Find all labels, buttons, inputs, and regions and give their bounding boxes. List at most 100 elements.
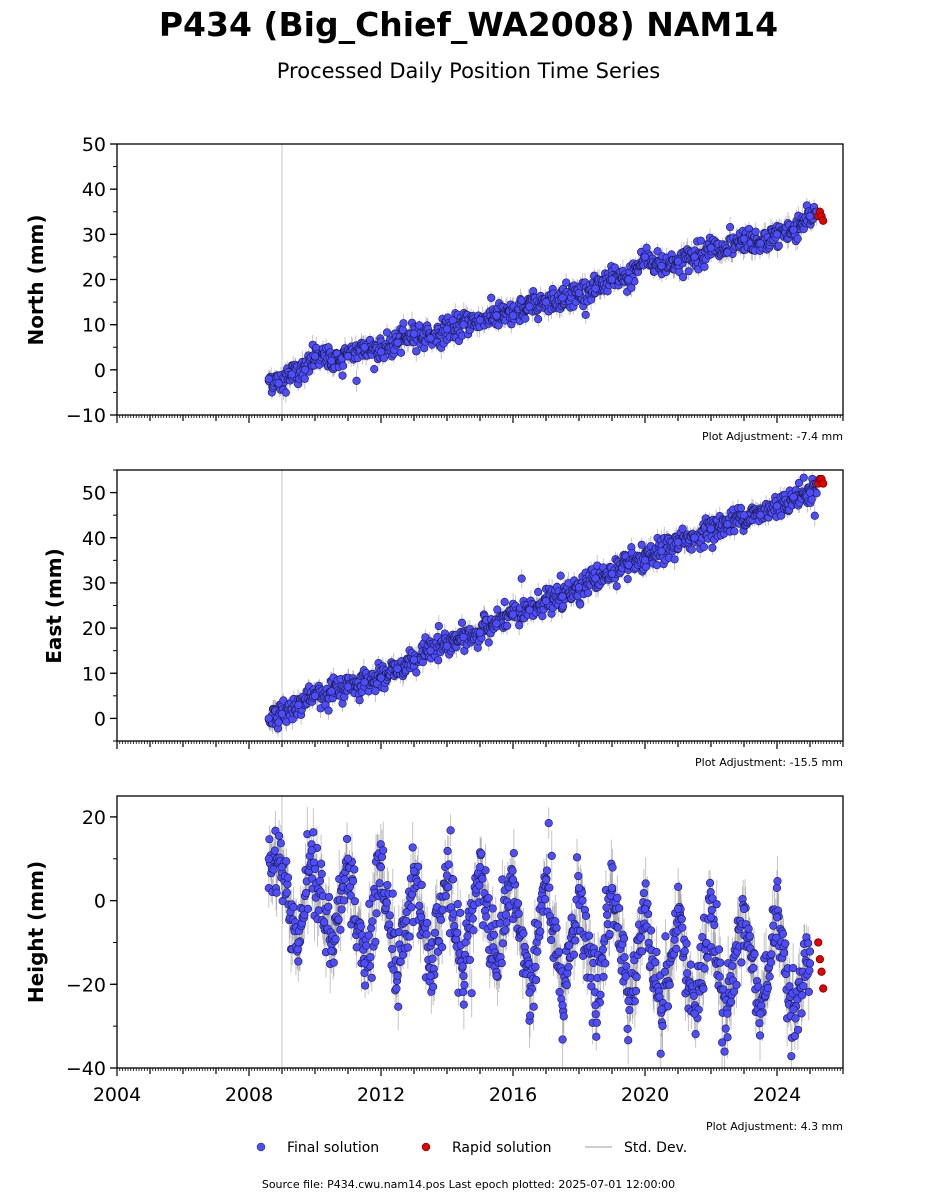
final-solution-point — [327, 356, 336, 365]
final-solution-point — [581, 310, 590, 319]
final-solution-point — [739, 511, 749, 520]
final-solution-point — [799, 473, 808, 482]
final-solution-point — [810, 511, 819, 520]
final-solution-point — [690, 252, 699, 262]
final-solution-point — [327, 687, 336, 696]
axes-frame-north — [116, 143, 844, 416]
final-solution-point — [494, 321, 503, 330]
final-solution-point — [502, 621, 512, 630]
final-solution-point — [370, 365, 379, 374]
final-solution-point — [700, 262, 709, 271]
final-solution-point — [338, 699, 347, 708]
final-solution-point — [756, 239, 765, 248]
y-tick-label: −10 — [66, 405, 106, 427]
final-solution-point — [399, 319, 408, 328]
final-solution-point — [492, 619, 501, 628]
final-solution-point — [591, 284, 600, 293]
final-solution-point — [576, 600, 585, 609]
final-solution-point — [393, 664, 402, 673]
final-solution-point — [525, 605, 534, 615]
final-solution-point — [624, 275, 633, 284]
final-solution-point — [583, 588, 593, 597]
final-solution-point — [774, 241, 783, 250]
final-solution-point — [382, 328, 392, 337]
final-solution-point — [434, 656, 443, 665]
final-solution-point — [793, 234, 802, 243]
final-solution-point — [541, 297, 551, 307]
final-solution-point — [652, 561, 662, 570]
y-tick-label: 30 — [82, 224, 106, 246]
y-tick-label: 10 — [82, 663, 106, 685]
y-tick-label: 0 — [94, 708, 106, 730]
final-solution-point — [459, 320, 468, 329]
final-solution-point — [409, 655, 419, 664]
rapid-solution-point — [819, 479, 828, 488]
y-tick-label: 10 — [82, 315, 106, 337]
final-solution-point — [475, 628, 485, 637]
final-solution-point — [281, 388, 290, 397]
final-solution-point — [736, 504, 746, 513]
final-solution-point — [607, 275, 617, 284]
final-solution-point — [706, 524, 716, 533]
y-tick-label: 50 — [82, 134, 106, 156]
y-tick-label: 20 — [82, 270, 106, 292]
final-solution-point — [657, 261, 666, 271]
rapid-solution-point — [819, 216, 828, 225]
final-solution-point — [591, 574, 600, 583]
y-tick-label: 50 — [82, 483, 106, 505]
final-solution-point — [725, 223, 735, 232]
final-solution-point — [708, 543, 717, 552]
panel-east: 0 10 20 30 40 50 — [82, 469, 844, 749]
rapid-solution-points-east — [814, 474, 828, 488]
final-solution-point — [756, 511, 765, 520]
final-solution-point — [457, 618, 467, 627]
final-solution-point — [670, 555, 679, 564]
y-tick-label: 20 — [82, 618, 106, 640]
final-solution-point — [310, 691, 320, 700]
final-solution-point — [640, 252, 650, 262]
final-solution-point — [434, 621, 443, 631]
final-solution-point — [412, 347, 421, 356]
final-solution-point — [301, 365, 310, 374]
final-solution-point — [696, 236, 705, 245]
final-solution-point — [562, 278, 571, 287]
final-solution-point — [687, 545, 696, 554]
final-solution-point — [541, 596, 551, 606]
final-solution-point — [492, 311, 501, 320]
final-solution-point — [393, 338, 402, 347]
panel-north: −10 0 10 20 30 40 50 — [66, 134, 844, 427]
final-solution-point — [534, 315, 543, 324]
final-solution-point — [574, 288, 584, 298]
final-solution-point — [624, 560, 633, 569]
y-tick-label: 40 — [82, 528, 106, 550]
final-solution-point — [396, 348, 406, 357]
final-solution-point — [558, 293, 567, 302]
figure-subtitle: Processed Daily Position Time Series — [277, 59, 661, 83]
final-solution-point — [521, 314, 530, 323]
final-solution-point — [657, 547, 666, 556]
final-solution-point — [610, 263, 620, 272]
final-solution-point — [772, 230, 782, 239]
final-solution-point — [534, 587, 543, 597]
final-solution-point — [556, 571, 565, 580]
final-solution-point — [294, 700, 303, 709]
final-solution-point — [805, 212, 815, 221]
final-solution-point — [277, 709, 287, 719]
final-solution-point — [426, 646, 435, 655]
final-solution-point — [274, 379, 283, 388]
final-solution-points-north — [264, 201, 821, 397]
final-solution-point — [730, 527, 739, 536]
final-solution-points-east — [264, 473, 821, 733]
final-solution-point — [723, 248, 732, 257]
final-solution-point — [558, 592, 567, 601]
final-solution-point — [673, 538, 683, 547]
final-solution-point — [508, 610, 518, 619]
final-solution-point — [300, 374, 309, 383]
final-solution-point — [640, 556, 650, 565]
final-solution-point — [559, 602, 568, 611]
final-solution-point — [623, 574, 632, 584]
y-tick-label: 0 — [94, 360, 106, 382]
y-tick-label: 40 — [82, 179, 106, 201]
final-solution-point — [343, 352, 353, 361]
